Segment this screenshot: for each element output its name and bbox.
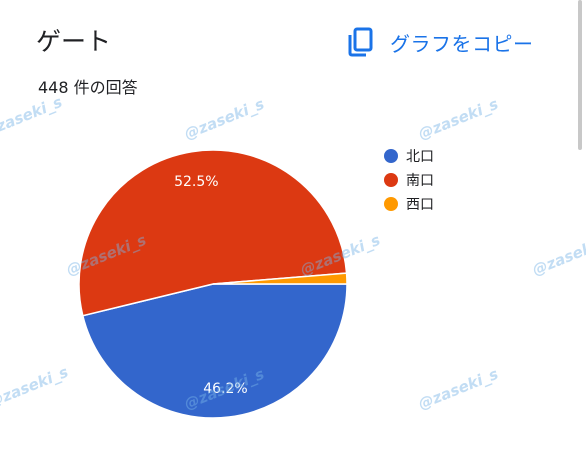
legend-swatch	[384, 173, 398, 187]
legend-swatch	[384, 149, 398, 163]
legend-label: 西口	[406, 197, 434, 213]
legend-item[interactable]: 南口	[384, 168, 434, 192]
legend-item[interactable]: 西口	[384, 192, 434, 216]
pie-slice-北口[interactable]	[81, 283, 348, 419]
chart-legend: 北口 南口 西口	[384, 144, 434, 216]
data-label-南口: 52.5%	[174, 174, 218, 190]
pie-slice-南口[interactable]	[78, 149, 348, 317]
legend-label: 北口	[406, 149, 434, 165]
data-label-北口: 46.2%	[203, 381, 247, 397]
scrollbar[interactable]	[578, 0, 582, 150]
pie-slice-西口[interactable]	[212, 272, 348, 285]
legend-swatch	[384, 197, 398, 211]
copy-chart-button[interactable]: グラフをコピー	[346, 22, 534, 62]
copy-chart-label: グラフをコピー	[390, 31, 534, 56]
copy-icon	[346, 26, 376, 58]
legend-label: 南口	[406, 173, 434, 189]
response-count: 448 件の回答	[38, 78, 138, 97]
legend-item[interactable]: 北口	[384, 144, 434, 168]
chart-title: ゲート	[36, 27, 112, 56]
